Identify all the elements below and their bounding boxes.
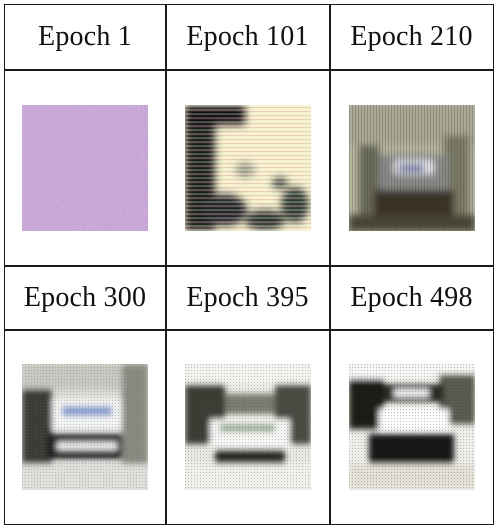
generated-image-cell bbox=[166, 70, 329, 265]
blurry-vehicle-thumbnail bbox=[348, 104, 475, 231]
row-divider bbox=[5, 265, 493, 267]
early-blob-thumbnail bbox=[184, 104, 311, 231]
generated-image-cell bbox=[330, 70, 493, 265]
epoch-label: Epoch 395 bbox=[186, 281, 309, 313]
generated-image-cell bbox=[330, 330, 493, 524]
column-divider bbox=[165, 5, 167, 524]
epoch-label: Epoch 1 bbox=[38, 21, 132, 52]
vehicle-thumbnail bbox=[22, 364, 148, 490]
generated-image-cell bbox=[5, 70, 165, 265]
row-divider bbox=[5, 329, 493, 331]
generated-image-cell bbox=[166, 330, 329, 524]
column-divider bbox=[329, 5, 331, 524]
epoch-label: Epoch 101 bbox=[186, 21, 309, 52]
row-divider bbox=[5, 69, 493, 71]
epoch-label: Epoch 300 bbox=[23, 281, 147, 313]
epoch-label: Epoch 498 bbox=[350, 281, 473, 313]
vehicle-thumbnail bbox=[184, 364, 311, 490]
generated-image-cell bbox=[5, 330, 165, 524]
random-noise-thumbnail bbox=[22, 104, 148, 231]
vehicle-thumbnail bbox=[348, 364, 475, 490]
epoch-comparison-table: Epoch 1 Epoch 101 Epoch 210 bbox=[4, 4, 494, 525]
epoch-label: Epoch 210 bbox=[350, 21, 473, 52]
